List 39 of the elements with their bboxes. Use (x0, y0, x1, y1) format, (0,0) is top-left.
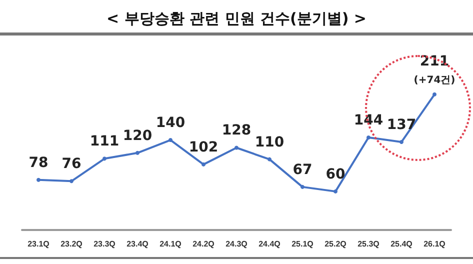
point (268, 157, 272, 162)
point (400, 140, 404, 144)
x-tick-label: 24.4Q (258, 240, 280, 248)
data-label: 110 (254, 134, 284, 150)
data-label: 60 (326, 166, 346, 182)
x-tick-label: 25.3Q (358, 240, 380, 248)
point (334, 189, 338, 194)
point (366, 135, 370, 140)
x-tick-label: 24.3Q (226, 240, 248, 248)
chart-title: < 부당승환 관련 민원 건수(분기별) > (106, 10, 366, 28)
x-tick-label: 25.2Q (324, 240, 346, 248)
x-tick-label: 26.1Q (424, 240, 446, 248)
point (432, 92, 436, 96)
point (70, 179, 74, 184)
point (202, 162, 206, 166)
data-label: 120 (122, 128, 152, 144)
data-label: 76 (62, 156, 82, 172)
x-tick-label: 23.1Q (28, 240, 50, 248)
data-label: 67 (292, 162, 312, 178)
point (168, 138, 172, 142)
x-tick-label: 23.3Q (94, 240, 116, 248)
data-label: 144 (354, 112, 384, 128)
data-label: 78 (28, 154, 48, 171)
x-tick-label: 23.2Q (60, 240, 82, 248)
data-label: 111 (90, 134, 120, 150)
annotation: (+74건) (414, 74, 456, 86)
point (234, 146, 238, 150)
data-label: 140 (156, 115, 186, 132)
x-tick-label: 24.2Q (192, 240, 214, 248)
x-tick-label: 25.4Q (390, 240, 412, 248)
x-tick-label: 23.4Q (126, 240, 148, 248)
data-label: 128 (222, 122, 252, 139)
point (102, 156, 106, 161)
point (300, 184, 304, 189)
point (136, 150, 140, 155)
data-label: 102 (188, 139, 218, 156)
x-tick-label: 24.1Q (160, 240, 182, 248)
point (36, 178, 40, 182)
x-tick-label: 25.1Q (292, 240, 314, 248)
